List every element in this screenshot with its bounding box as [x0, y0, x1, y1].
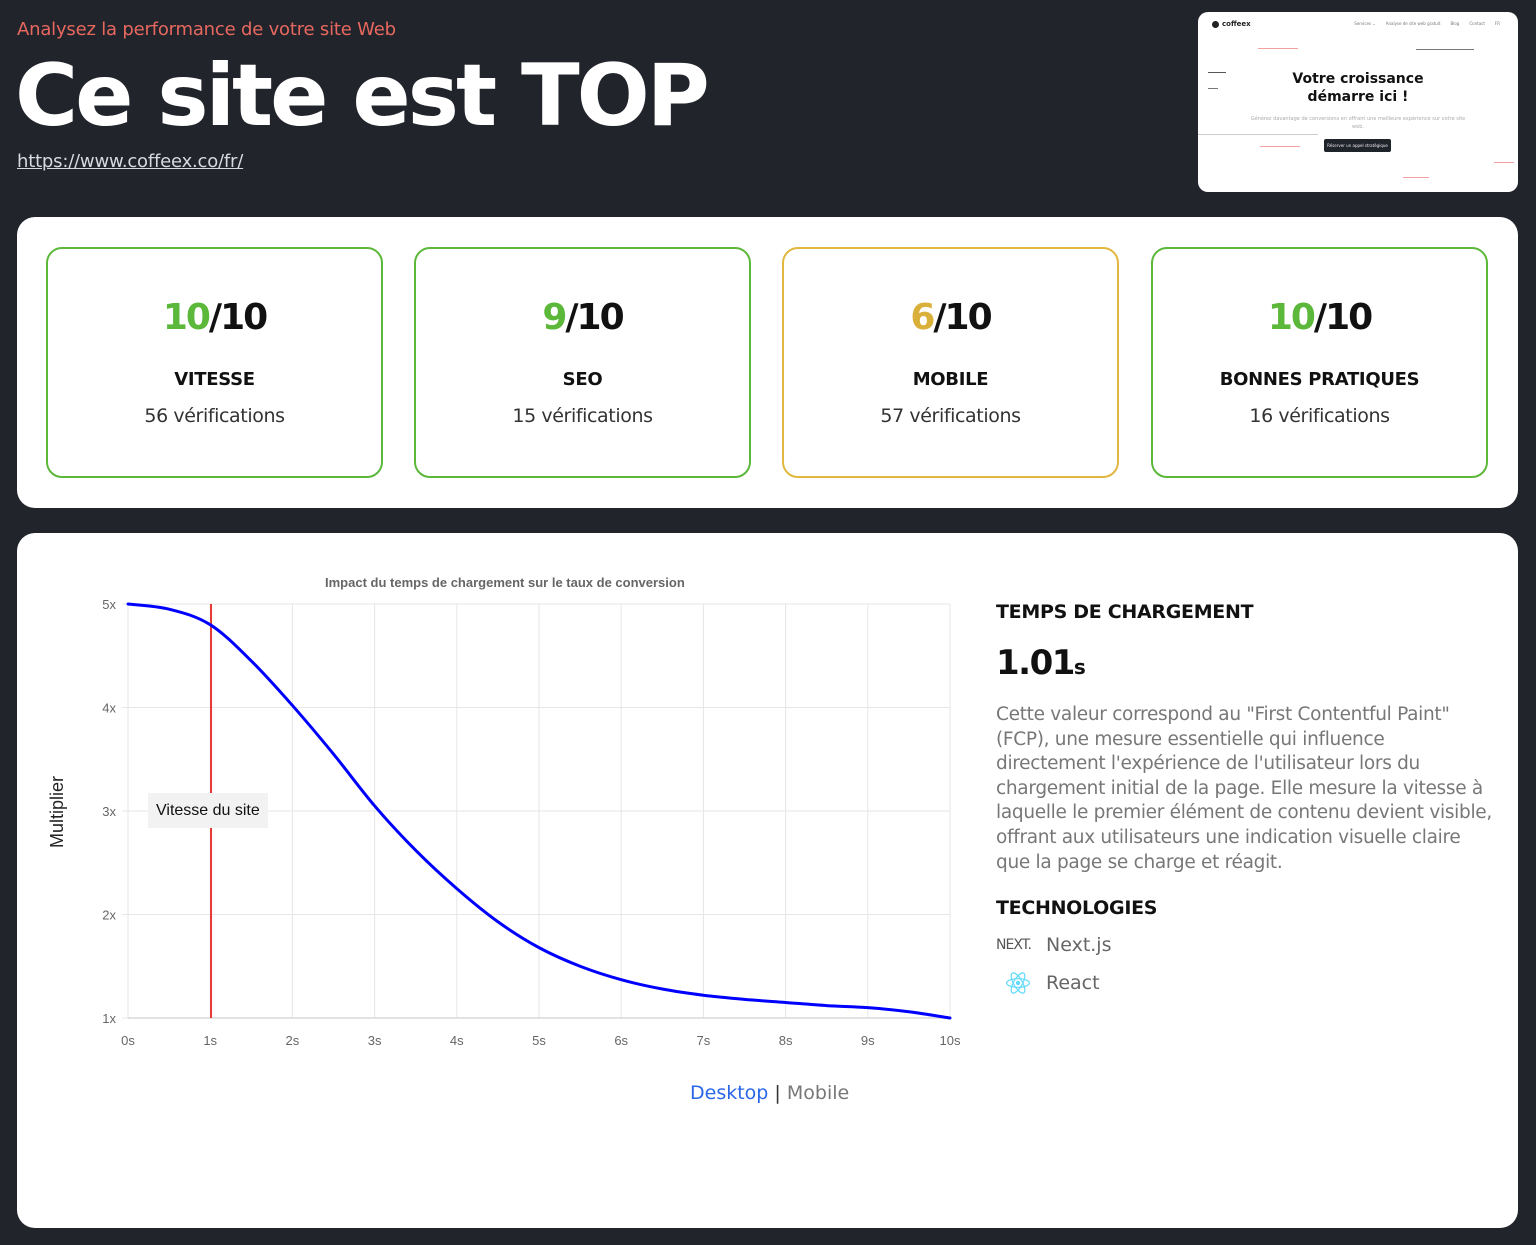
svg-text:1x: 1x: [102, 1011, 116, 1026]
thumbnail-nav: Services ⌄ Analyse de site web gratuit B…: [1354, 21, 1500, 26]
svg-text:9s: 9s: [861, 1033, 875, 1048]
decor-line: [1198, 134, 1318, 135]
chart-y-axis-label: Multiplier: [47, 775, 67, 848]
score-label: SEO: [562, 369, 603, 390]
svg-text:6s: 6s: [614, 1033, 628, 1048]
thumbnail-logo-text: coffeex: [1222, 20, 1251, 28]
loading-heading: TEMPS DE CHARGEMENT: [996, 601, 1254, 623]
score-checks: 16 vérifications: [1249, 405, 1390, 427]
svg-text:10s: 10s: [940, 1033, 961, 1048]
score-checks: 57 vérifications: [880, 405, 1021, 427]
svg-text:4x: 4x: [102, 701, 116, 716]
loading-detail-panel: Impact du temps de chargement sur le tau…: [17, 533, 1518, 1228]
score-number: 6: [910, 297, 935, 338]
page-header: Analysez la performance de votre site We…: [15, 0, 1177, 200]
decor-line: [1260, 146, 1300, 147]
chart-title: Impact du temps de chargement sur le tau…: [325, 575, 685, 590]
tech-label: Next.js: [1046, 934, 1112, 957]
thumbnail-hero: Votre croissance démarre ici !: [1198, 70, 1518, 106]
svg-text:5x: 5x: [102, 597, 116, 612]
site-url-link[interactable]: https://www.coffeex.co/fr/: [17, 151, 244, 172]
thumbnail-nav-item: Services ⌄: [1354, 21, 1376, 26]
loading-number: 1.01: [996, 643, 1075, 683]
coffeex-logo-icon: [1212, 20, 1219, 28]
score-value: 6/10: [784, 297, 1117, 338]
score-max: /10: [565, 297, 624, 338]
thumbnail-logo: coffeex: [1212, 20, 1251, 28]
svg-text:3s: 3s: [368, 1033, 382, 1048]
score-number: 10: [1267, 297, 1316, 338]
tech-item-react: React: [996, 971, 1496, 995]
score-card-bonnes-pratiques: 10/10 BONNES PRATIQUES 16 vérifications: [1151, 247, 1488, 478]
thumbnail-cta-button: Réserver un appel stratégique: [1324, 139, 1391, 152]
score-number: 9: [542, 297, 567, 338]
site-speed-annotation: Vitesse du site: [148, 793, 268, 828]
svg-text:5s: 5s: [532, 1033, 546, 1048]
loading-unit: s: [1073, 655, 1086, 679]
score-max: /10: [208, 297, 268, 338]
svg-text:2s: 2s: [286, 1033, 300, 1048]
tech-item-nextjs: NEXT. Next.js: [996, 933, 1496, 957]
score-number: 10: [162, 297, 211, 338]
decor-line: [1208, 88, 1218, 89]
scores-panel: 10/10 VITESSE 56 vérifications 9/10 SEO …: [17, 217, 1518, 508]
score-value: 9/10: [416, 297, 749, 338]
svg-text:2x: 2x: [102, 908, 116, 923]
thumbnail-hero-line: démarre ici !: [1307, 89, 1409, 105]
eyebrow-text: Analysez la performance de votre site We…: [17, 19, 396, 40]
score-checks: 56 vérifications: [144, 405, 285, 427]
score-card-seo: 9/10 SEO 15 vérifications: [414, 247, 751, 478]
score-max: /10: [933, 297, 992, 338]
score-card-vitesse: 10/10 VITESSE 56 vérifications: [46, 247, 383, 478]
svg-text:3x: 3x: [102, 804, 116, 819]
page-title: Ce site est TOP: [15, 46, 710, 146]
thumbnail-nav-item: FR: [1494, 21, 1500, 26]
technologies-heading: TECHNOLOGIES: [996, 897, 1158, 920]
score-label: VITESSE: [174, 369, 255, 390]
loading-description: Cette valeur correspond au "First Conten…: [996, 704, 1492, 873]
decor-line: [1403, 177, 1429, 178]
score-value: 10/10: [48, 297, 381, 338]
thumbnail-nav-item: Blog: [1450, 21, 1460, 26]
toggle-mobile[interactable]: Mobile: [786, 1082, 850, 1104]
loading-info: TEMPS DE CHARGEMENT 1.01s Cette valeur c…: [996, 601, 1496, 995]
svg-text:7s: 7s: [697, 1033, 711, 1048]
react-icon: [996, 971, 1040, 995]
svg-text:0s: 0s: [121, 1033, 135, 1048]
thumbnail-nav-item: Analyse de site web gratuit: [1385, 21, 1441, 26]
decor-line: [1258, 48, 1298, 49]
tech-label: React: [1046, 972, 1100, 995]
score-card-mobile: 6/10 MOBILE 57 vérifications: [782, 247, 1119, 478]
svg-text:1s: 1s: [203, 1033, 217, 1048]
thumbnail-nav-item: Contact: [1469, 21, 1485, 26]
thumbnail-hero-line: Votre croissance: [1292, 71, 1424, 87]
score-label: MOBILE: [912, 369, 989, 390]
conversion-chart: 0s 1s 2s 3s 4s 5s 6s 7s 8s 9s 10s 1x 2x 3x 4x 5x: [102, 597, 961, 1048]
decor-line: [1416, 49, 1474, 50]
score-checks: 15 vérifications: [512, 405, 653, 427]
device-toggle: Desktop | Mobile: [690, 1082, 849, 1104]
decor-line: [1208, 72, 1226, 73]
score-max: /10: [1313, 297, 1373, 338]
toggle-desktop[interactable]: Desktop: [690, 1082, 769, 1104]
toggle-separator: |: [774, 1082, 781, 1104]
nextjs-icon: NEXT.: [996, 937, 1032, 954]
svg-text:4s: 4s: [450, 1033, 464, 1048]
score-value: 10/10: [1153, 297, 1486, 338]
score-label: BONNES PRATIQUES: [1219, 369, 1420, 390]
svg-text:8s: 8s: [779, 1033, 793, 1048]
site-screenshot-thumbnail: coffeex Services ⌄ Analyse de site web g…: [1198, 12, 1518, 192]
thumbnail-subtitle: Générez davantage de conversions en offr…: [1250, 116, 1466, 130]
decor-line: [1494, 162, 1514, 163]
loading-value: 1.01s: [996, 643, 1496, 683]
